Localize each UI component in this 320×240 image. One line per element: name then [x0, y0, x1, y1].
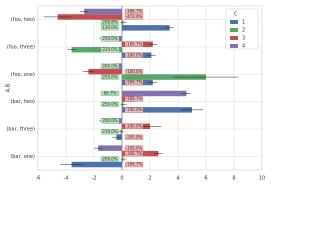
annotation-box [124, 107, 144, 113]
legend-swatch [230, 20, 238, 24]
legend-label: 4 [242, 44, 245, 50]
annotation-box [100, 19, 120, 25]
annotation: 250.0% [102, 102, 117, 107]
annotation: -472.0% [126, 14, 143, 19]
bar [122, 74, 206, 80]
y-tick-label: (bar, three) [6, 127, 35, 133]
annotation: 250.0% [102, 74, 117, 79]
x-tick-label: 0 [120, 176, 123, 182]
annotation: -100.0% [126, 69, 143, 74]
annotation: -100.0% [126, 107, 143, 112]
chart: A,B -6 -4 -2 0 2 4 6 8 10 (foo, two) 130.0%208.8% -… [6, 5, 265, 182]
annotation: -100.0% [126, 145, 143, 150]
annotation-box [124, 69, 144, 75]
annotation: 208.8% [102, 20, 117, 25]
annotation: -100.0% [126, 52, 143, 57]
y-tick-label: (foo, one) [11, 72, 35, 78]
annotation-box [100, 129, 120, 135]
legend-label: 2 [242, 28, 245, 34]
bar [71, 47, 122, 53]
annotation: 200.0% [102, 156, 117, 161]
annotation: -166.7% [126, 162, 143, 167]
x-tick-label: 2 [148, 176, 151, 182]
legend-swatch [230, 28, 238, 32]
annotation-box [100, 118, 120, 124]
annotation-box [124, 123, 144, 129]
annotation: 66.7% [104, 91, 117, 96]
annotation-box [124, 41, 144, 47]
bar [122, 107, 192, 113]
annotation: 210.0% [102, 129, 117, 134]
annotation: -166.7% [126, 80, 143, 85]
bar [122, 90, 187, 97]
annotation: -100.0% [126, 123, 143, 128]
annotation-box [100, 101, 120, 107]
x-tick-label: 8 [232, 176, 235, 182]
annotation: 200.0% [102, 118, 117, 123]
legend-title: C [234, 12, 238, 18]
annotation-box [100, 36, 120, 42]
annotation: -166.7% [126, 9, 143, 14]
annotation: -166.7% [126, 96, 143, 101]
annotation-box [124, 8, 144, 15]
annotation-box [100, 156, 120, 162]
annotation-box [124, 145, 144, 151]
annotation: -166.7% [126, 151, 143, 156]
y-tick-label: (foo, three) [7, 45, 35, 51]
legend-label: 1 [242, 20, 245, 26]
annotation: 250.0% [102, 36, 117, 41]
x-tick-label: -4 [64, 176, 69, 182]
y-axis-label: A,B [6, 83, 12, 92]
x-tick-label: -6 [36, 176, 41, 182]
annotation-box [124, 96, 144, 102]
annotation-box [100, 90, 120, 97]
annotation: 220.0% [102, 47, 117, 52]
legend-swatch [230, 44, 238, 48]
x-tick-label: -2 [92, 176, 97, 182]
x-tick-label: 10 [259, 176, 265, 182]
x-tick-label: 4 [176, 176, 179, 182]
bar [98, 145, 122, 151]
annotation-box [100, 74, 120, 80]
annotation-box [124, 134, 144, 140]
bar [84, 8, 122, 15]
annotation-box [124, 79, 144, 86]
annotation-box [100, 47, 120, 53]
annotation-box [124, 14, 144, 20]
bar [71, 161, 122, 168]
legend-label: 3 [242, 36, 245, 42]
x-tick-label: 6 [204, 176, 207, 182]
bar [57, 14, 122, 20]
y-tick-label: (foo, two) [11, 17, 35, 23]
annotation: 130.0% [102, 25, 117, 30]
annotation-box [124, 52, 144, 58]
annotation: 200.0% [102, 63, 117, 68]
y-tick-label: (bar, two) [11, 99, 36, 105]
y-tick-label: (bar, one) [10, 154, 35, 160]
bar [88, 68, 122, 75]
legend-swatch [230, 36, 238, 40]
annotation: -200.0% [126, 134, 143, 139]
annotation: -166.7% [126, 41, 143, 46]
annotation-box [124, 151, 144, 157]
bar [122, 25, 170, 31]
annotation-box [100, 25, 120, 31]
annotation-box [124, 161, 144, 168]
annotation-box [100, 63, 120, 69]
